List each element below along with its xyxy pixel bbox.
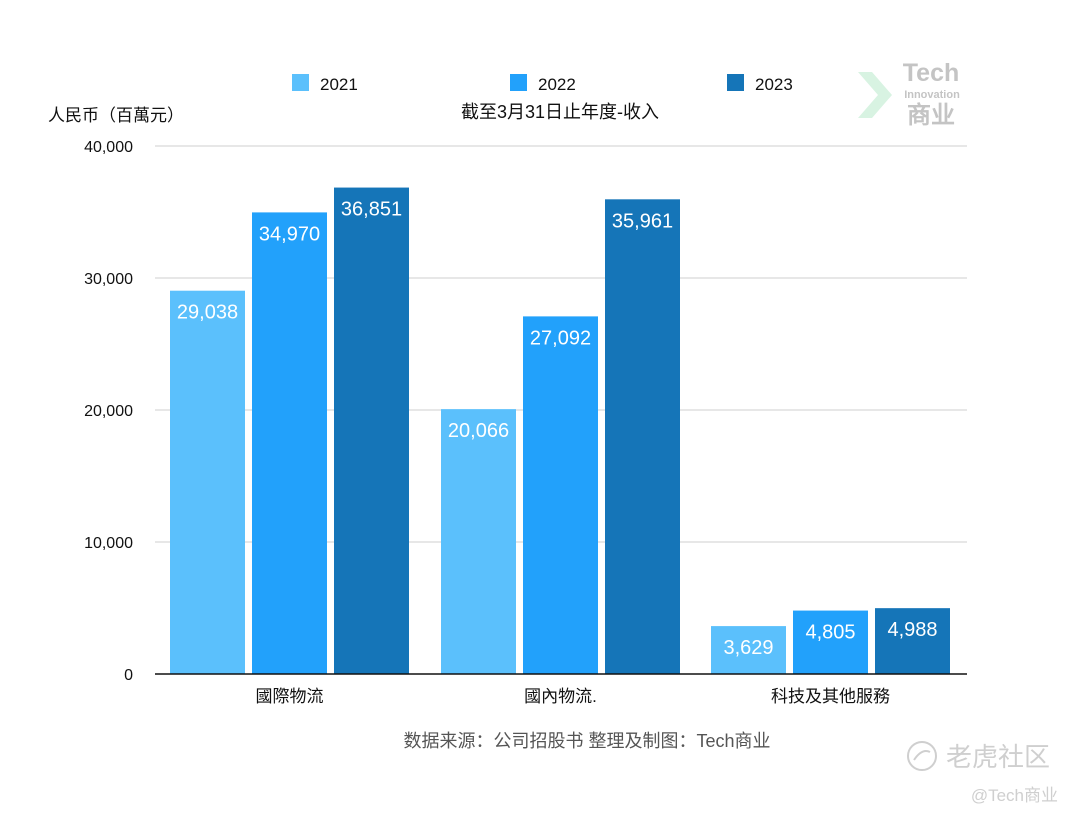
bar-2021 xyxy=(711,626,786,674)
bar-value-label: 27,092 xyxy=(530,327,591,349)
legend-label: 2021 xyxy=(320,75,358,94)
legend-swatch-2021 xyxy=(292,74,309,91)
bar-value-label: 4,805 xyxy=(805,622,855,644)
bar-value-label: 36,851 xyxy=(341,199,402,221)
bar-2023 xyxy=(605,199,680,674)
bar-2022 xyxy=(793,610,868,674)
axes: 0 10,000 20,000 30,000 40,000 國際物流 國內物流. 科技及其他服… xyxy=(84,139,967,706)
watermark-handle: @Tech商业 xyxy=(971,786,1058,805)
legend-swatch-2022 xyxy=(510,74,527,91)
tech-logo: Tech Innovation 商业 xyxy=(858,59,960,129)
logo-text-innovation: Innovation xyxy=(904,89,960,101)
legend: 2021 2022 2023 xyxy=(292,74,793,94)
bars xyxy=(170,187,950,674)
logo-text-shangye: 商业 xyxy=(907,101,955,129)
source-note: 数据来源：公司招股书 整理及制图：Tech商业 xyxy=(403,731,770,751)
bar-value-label: 4,988 xyxy=(887,619,937,641)
y-tick-label: 10,000 xyxy=(84,535,133,552)
data-labels: 29,038 20,066 3,629 34,970 27,092 4,805 36,851… xyxy=(177,199,938,660)
legend-label: 2022 xyxy=(538,75,576,94)
legend-label: 2023 xyxy=(755,75,793,94)
bar-value-label: 35,961 xyxy=(612,210,673,232)
tiger-logo-icon xyxy=(907,741,937,771)
bar-2022 xyxy=(252,212,327,674)
tiger-stripe-icon xyxy=(913,750,931,761)
y-axis-label: 人民币（百萬元） xyxy=(48,106,184,125)
chart-title: 截至3月31日止年度-收入 xyxy=(461,102,659,122)
bar-2022 xyxy=(523,316,598,674)
y-tick-label: 0 xyxy=(124,667,133,684)
bar-2023 xyxy=(875,608,950,674)
y-tick-label: 40,000 xyxy=(84,139,133,156)
y-tick-label: 30,000 xyxy=(84,271,133,288)
logo-text-tech: Tech xyxy=(903,59,960,87)
y-tick-label: 20,000 xyxy=(84,403,133,420)
watermark-community: 老虎社区 xyxy=(946,742,1050,772)
watermark: 老虎社区 @Tech商业 xyxy=(907,741,1058,805)
x-category-label: 國際物流 xyxy=(256,687,324,706)
bar-2021 xyxy=(170,290,245,674)
bar-value-label: 3,629 xyxy=(723,637,773,659)
chevron-logo-icon xyxy=(858,72,892,118)
bar-value-label: 20,066 xyxy=(448,420,509,442)
bar-value-label: 34,970 xyxy=(259,223,320,245)
legend-swatch-2023 xyxy=(727,74,744,91)
x-category-label: 科技及其他服務 xyxy=(771,687,890,706)
bar-2021 xyxy=(441,409,516,674)
bar-2023 xyxy=(334,187,409,674)
x-category-label: 國內物流. xyxy=(524,687,597,706)
bar-value-label: 29,038 xyxy=(177,302,238,324)
